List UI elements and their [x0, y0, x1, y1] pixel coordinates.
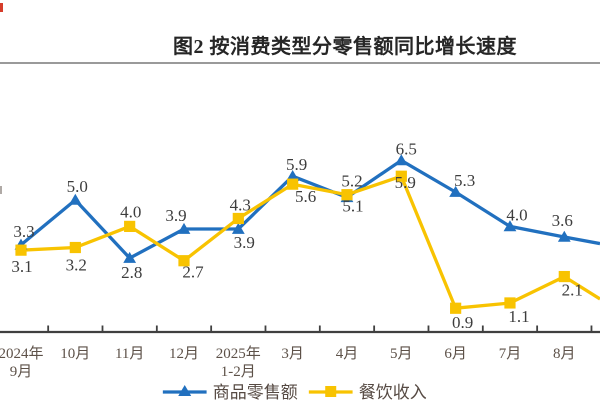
legend-item-goods-retail: 商品零售额 [162, 378, 298, 400]
data-point-marker [341, 189, 353, 201]
x-axis-label: 3月 [281, 346, 304, 362]
data-point-marker [450, 302, 462, 314]
value-label: 0.9 [452, 313, 473, 332]
value-label: 3.9 [165, 206, 186, 225]
value-label: 3.2 [66, 256, 87, 275]
value-label: 4.3 [230, 196, 251, 215]
legend-label-goods-retail: 商品零售额 [212, 383, 298, 400]
chart-title: 图2 按消费类型分零售额同比增长速度 [173, 36, 517, 58]
data-point-marker [178, 255, 190, 267]
value-label: 6.5 [396, 139, 417, 158]
data-point-marker [286, 170, 300, 182]
data-point-marker [504, 297, 516, 309]
data-point-marker [68, 193, 82, 205]
data-point-marker [69, 241, 81, 254]
chart-legend: 商品零售额 餐饮收入 [162, 378, 427, 400]
value-label: 5.2 [341, 172, 362, 191]
x-axis-label: 2024年 [0, 345, 44, 362]
data-point-marker [232, 212, 244, 225]
data-point-marker [287, 178, 299, 190]
data-point-marker [123, 251, 137, 263]
value-label: 3.6 [552, 211, 573, 230]
value-label: 2.8 [121, 263, 142, 282]
x-axis-label: 5月 [390, 346, 413, 362]
data-point-marker [449, 185, 463, 197]
legend-item-catering-income: 餐饮收入 [308, 378, 427, 400]
data-point-marker [558, 270, 570, 283]
value-label: 5.9 [395, 173, 416, 192]
value-label: 5.9 [286, 155, 307, 174]
value-label: 3.1 [11, 257, 32, 276]
x-axis-label: 10月 [60, 346, 90, 362]
data-point-marker [557, 230, 571, 242]
x-axis-label: 4月 [336, 346, 359, 362]
data-point-marker [503, 220, 517, 232]
value-label: 5.1 [342, 196, 363, 215]
value-label: 3.9 [234, 233, 255, 252]
x-axis-label: 6月 [444, 346, 467, 362]
data-point-marker [394, 154, 408, 166]
value-label: 2.1 [562, 281, 583, 300]
series-line-1 [20, 174, 600, 310]
value-label: 5.6 [295, 187, 316, 206]
value-label: 3.3 [13, 222, 34, 241]
value-label: 5.3 [454, 171, 475, 190]
value-label: 5.0 [67, 177, 88, 196]
data-point-marker [395, 170, 407, 182]
red-artifact-mark [0, 3, 3, 12]
data-point-marker [231, 222, 245, 234]
data-point-marker [177, 222, 191, 234]
value-label: 4.0 [120, 202, 141, 221]
catering-income-line-marker-icon [308, 385, 353, 397]
data-point-marker [15, 244, 27, 256]
x-axis-label: 2025年 [216, 345, 261, 362]
x-axis-label: 7月 [499, 346, 522, 362]
gray-artifact-mark [0, 186, 2, 194]
series-line-0 [19, 158, 600, 261]
goods-retail-line-marker-icon [162, 384, 207, 396]
x-axis-label: 8月 [553, 346, 576, 362]
value-label: 2.7 [182, 263, 204, 282]
x-axis-label: 11月 [115, 346, 144, 362]
value-label: 4.0 [506, 205, 527, 224]
value-label: 1.1 [508, 307, 529, 326]
legend-label-catering-income: 餐饮收入 [358, 383, 427, 400]
data-point-marker [124, 220, 136, 232]
x-axis-label: 1-2月 [221, 364, 256, 380]
title-divider-line [0, 62, 600, 64]
x-axis-label: 12月 [169, 346, 199, 362]
x-axis-label: 9月 [10, 364, 33, 380]
